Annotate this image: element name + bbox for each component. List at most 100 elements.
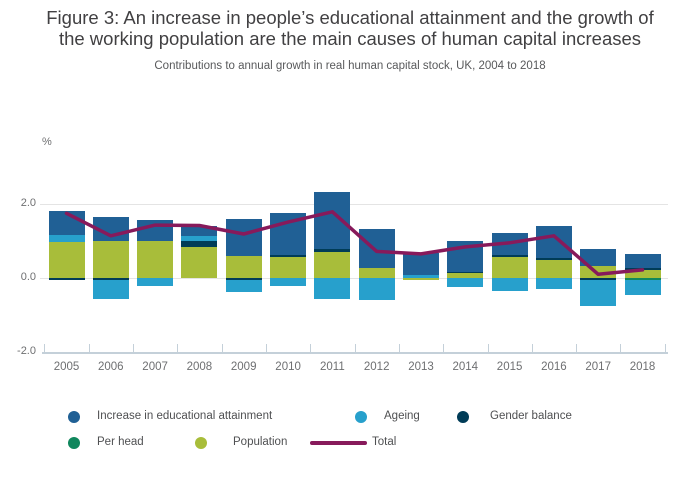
bar-segment-gender_balance-2017: [580, 278, 617, 280]
x-tick-label-2005: 2005: [53, 361, 80, 373]
x-tick-label-2014: 2014: [452, 361, 479, 373]
bar-segment-attainment-2015: [491, 233, 528, 255]
legend-line-total: [310, 441, 367, 445]
x-tick-label-2017: 2017: [585, 361, 611, 373]
bar-segment-ageing-2016: [535, 278, 572, 290]
bar-segment-attainment-2012: [358, 228, 395, 268]
x-tick-label-2009: 2009: [230, 361, 257, 373]
x-tick-label-2011: 2011: [320, 361, 345, 373]
bar-segment-attainment-2014: [447, 240, 484, 272]
legend-dot-population: [195, 437, 207, 449]
chart-title-line2: the working population are the main caus…: [58, 28, 642, 49]
y-tick-label: 0.0: [20, 271, 36, 283]
bar-segment-attainment-2007: [137, 219, 174, 241]
x-tick-label-2013: 2013: [408, 361, 434, 373]
x-axis-tick: [487, 344, 489, 352]
legend-dot-per_head: [68, 437, 80, 449]
y-tick-label: -2.0: [17, 345, 36, 357]
bar-segment-attainment-2013: [403, 252, 439, 275]
bar-segment-population-2016: [535, 259, 572, 278]
bar-segment-population-2013: [403, 278, 439, 280]
bar-segment-attainment-2010: [270, 212, 307, 256]
y-axis-unit-label: %: [42, 136, 52, 148]
chart-title-line1: Figure 3: An increase in people’s educat…: [46, 7, 654, 28]
legend-label-attainment: Increase in educational attainment: [97, 410, 273, 422]
x-axis-tick: [531, 344, 533, 352]
bar-segment-gender_balance-2006: [92, 278, 129, 280]
x-tick-label-2016: 2016: [541, 361, 567, 373]
x-tick-label-2010: 2010: [275, 361, 301, 373]
x-axis-tick: [620, 344, 622, 352]
bar-segment-per_head-2018: [624, 278, 661, 280]
bar-segment-gender_balance-2009: [225, 278, 262, 280]
bar-segment-attainment-2005: [48, 211, 85, 235]
x-axis-tick: [177, 344, 179, 352]
x-tick-label-2018: 2018: [629, 361, 656, 373]
bar-segment-attainment-2016: [535, 226, 572, 258]
x-axis-tick: [221, 344, 223, 352]
gridline-2: [40, 204, 668, 205]
bar-segment-ageing-2005: [48, 234, 85, 243]
bar-segment-gender_balance-2016: [535, 258, 572, 260]
legend-label-gender_balance: Gender balance: [490, 410, 572, 422]
legend-dot-gender_balance: [457, 411, 469, 423]
bar-segment-attainment-2006: [92, 216, 129, 241]
x-tick-label-2007: 2007: [142, 361, 168, 373]
x-axis-tick: [354, 344, 356, 352]
y-tick-label: 2.0: [20, 197, 36, 209]
bar-segment-ageing-2012: [358, 278, 395, 300]
bar-segment-gender_balance-2015: [491, 255, 528, 257]
bar-segment-attainment-2011: [314, 191, 351, 250]
chart-title: Figure 3: An increase in people’s educat…: [20, 7, 680, 49]
bar-segment-population-2008: [181, 246, 218, 278]
bar-segment-population-2017: [580, 265, 617, 278]
legend-label-ageing: Ageing: [384, 410, 420, 422]
x-axis-tick: [88, 344, 90, 352]
x-axis-tick: [133, 344, 134, 352]
x-axis-tick: [398, 344, 400, 352]
bar-segment-ageing-2014: [447, 278, 484, 288]
x-axis-tick: [664, 344, 666, 352]
legend-label-total: Total: [372, 436, 397, 448]
x-tick-label-2006: 2006: [98, 361, 124, 373]
bar-segment-gender_balance-2014: [447, 271, 484, 274]
x-tick-label-2015: 2015: [496, 361, 523, 373]
bar-segment-population-2006: [92, 240, 129, 278]
x-axis-tick: [443, 344, 445, 352]
x-axis-tick: [310, 344, 312, 352]
bar-segment-ageing-2009: [225, 279, 262, 293]
bar-segment-population-2018: [624, 270, 661, 278]
legend-dot-ageing: [355, 411, 367, 423]
bar-segment-attainment-2009: [225, 219, 262, 256]
bar-segment-ageing-2007: [137, 278, 174, 286]
bar-segment-ageing-2018: [624, 279, 661, 295]
bar-segment-ageing-2010: [270, 278, 307, 287]
gridline-0: [40, 278, 668, 279]
bar-segment-ageing-2011: [314, 278, 351, 300]
bar-segment-ageing-2013: [403, 275, 439, 278]
bar-segment-gender_balance-2018: [624, 268, 661, 271]
bar-segment-ageing-2015: [491, 278, 528, 291]
legend-label-per_head: Per head: [97, 436, 144, 448]
bar-segment-population-2015: [491, 256, 528, 278]
bar-segment-population-2005: [48, 242, 85, 278]
bar-segment-attainment-2017: [580, 248, 617, 266]
x-axis-line: [42, 352, 668, 354]
chart-subtitle: Contributions to annual growth in real h…: [154, 60, 546, 72]
bar-segment-gender_balance-2011: [314, 249, 351, 252]
legend-dot-attainment: [68, 411, 80, 423]
x-tick-label-2008: 2008: [186, 361, 213, 373]
x-tick-label-2012: 2012: [363, 361, 390, 373]
bar-segment-ageing-2017: [580, 279, 617, 306]
x-axis-tick: [44, 344, 46, 352]
x-axis-tick: [576, 344, 578, 352]
bar-segment-population-2009: [225, 255, 262, 278]
bar-segment-attainment-2018: [624, 253, 661, 269]
bar-segment-population-2012: [358, 268, 395, 278]
bar-segment-gender_balance-2008: [181, 241, 218, 247]
bar-segment-gender_balance-2005: [48, 278, 85, 280]
bar-segment-ageing-2006: [92, 279, 129, 300]
bar-segment-population-2010: [270, 256, 307, 278]
bar-segment-population-2007: [137, 240, 174, 278]
